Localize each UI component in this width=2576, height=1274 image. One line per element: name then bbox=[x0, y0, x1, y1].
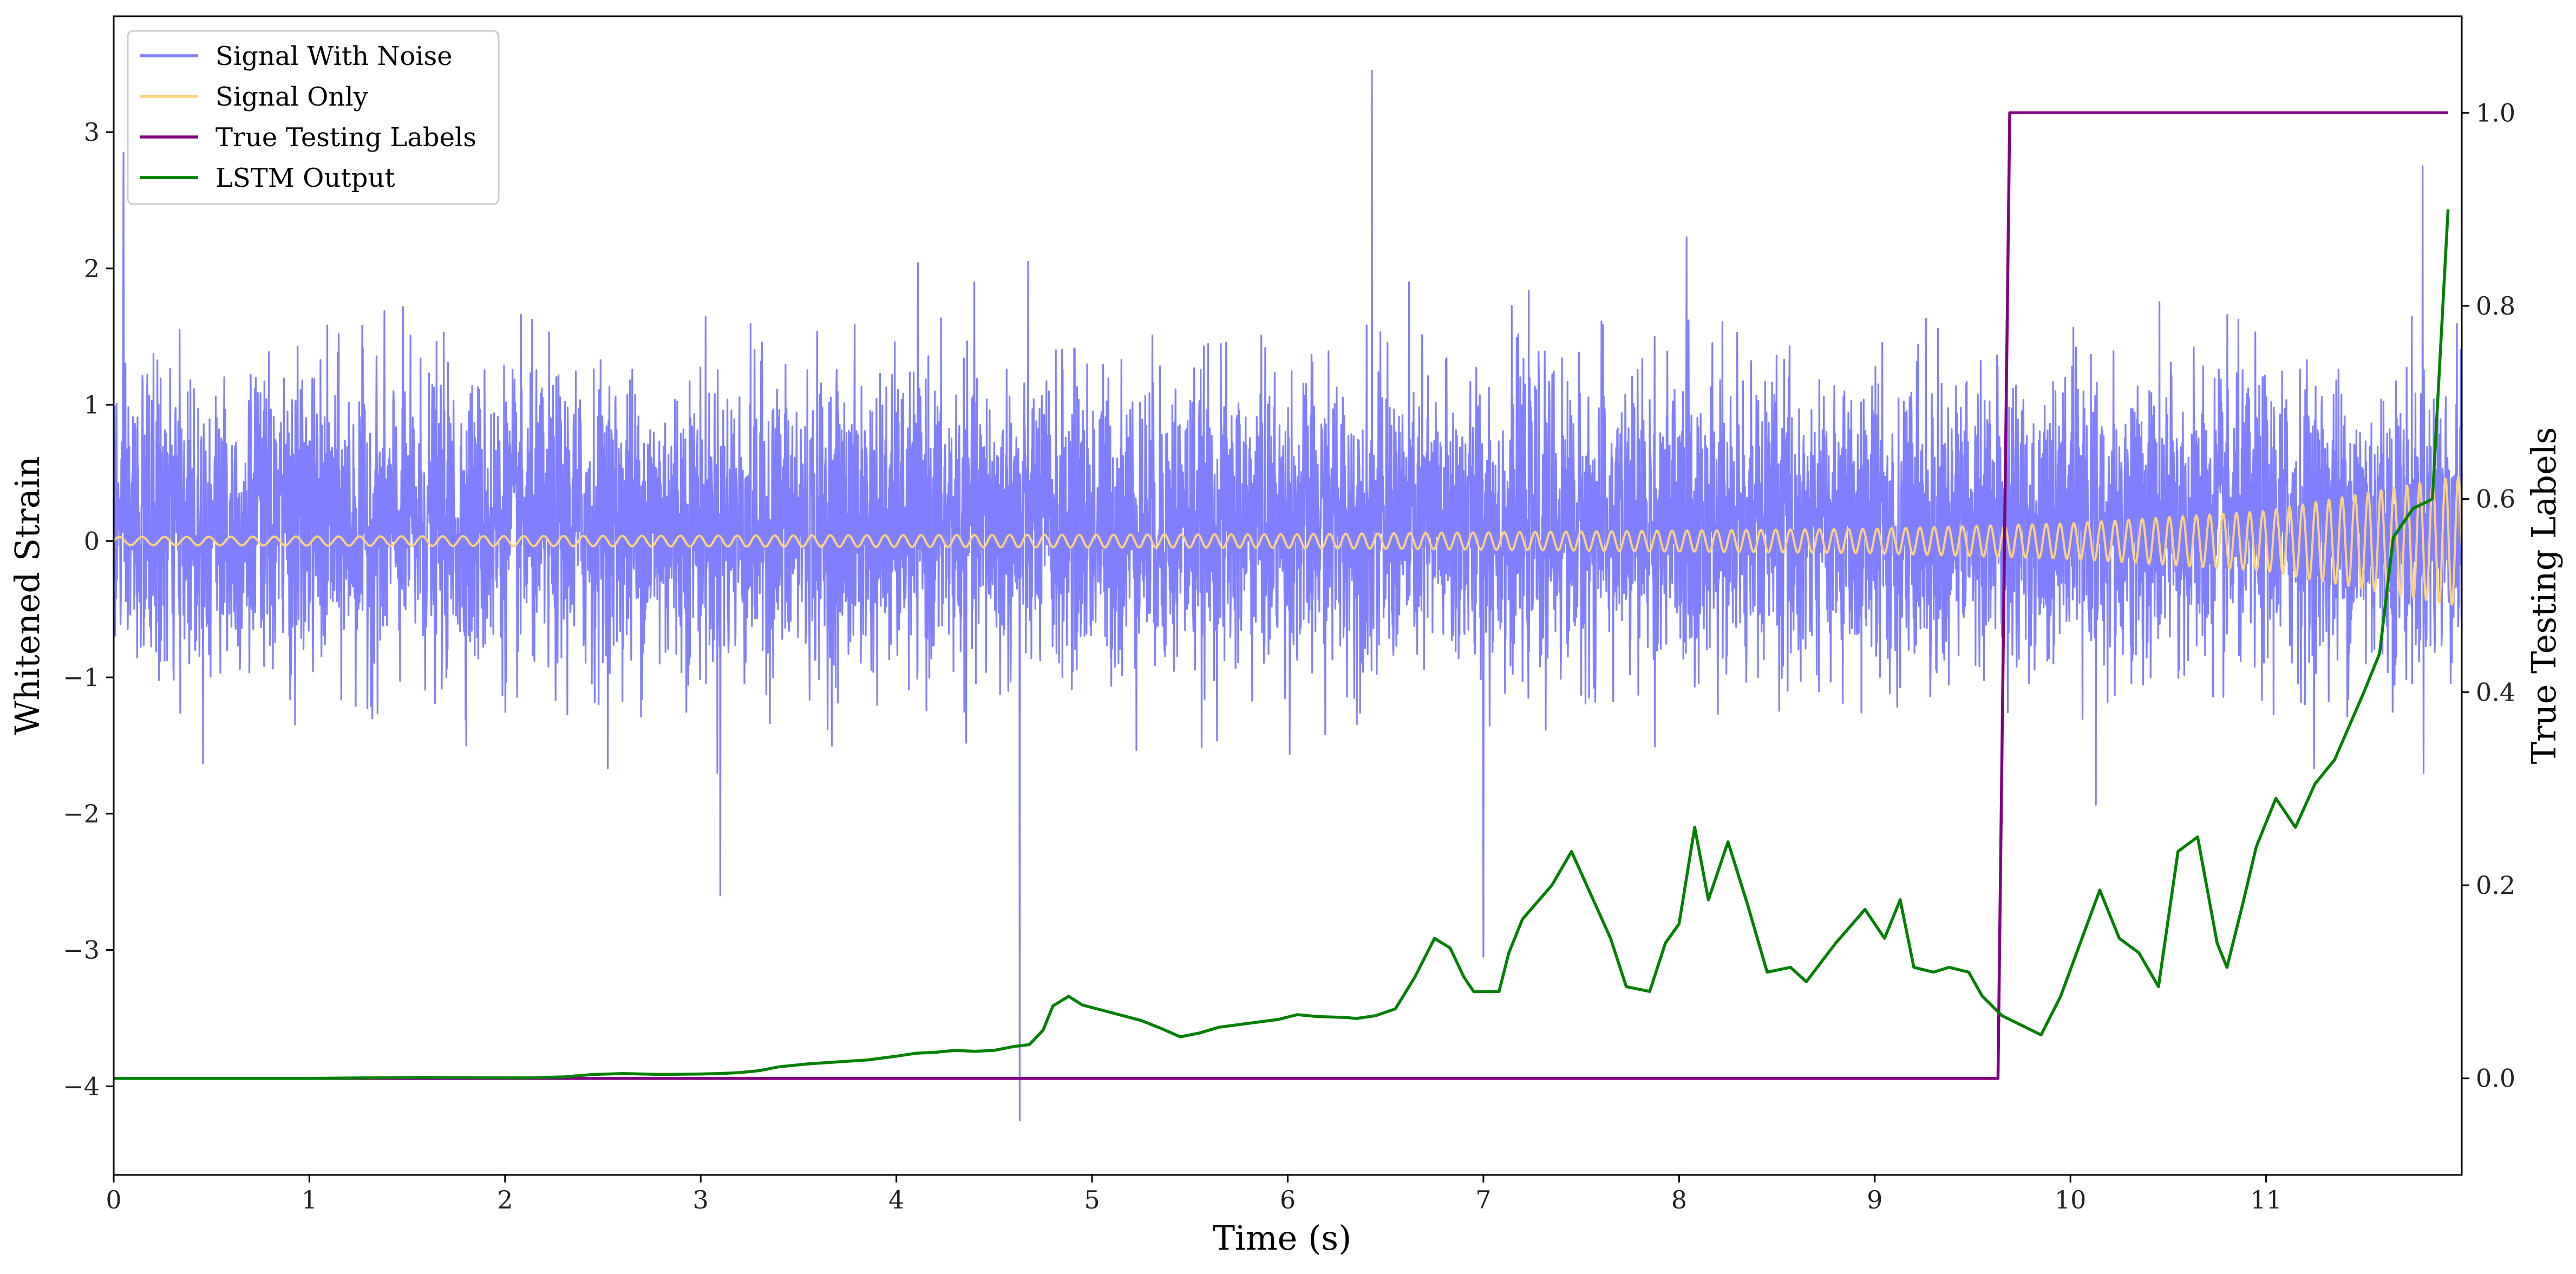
signal-only-series bbox=[114, 475, 2462, 606]
lstm-output-series bbox=[114, 209, 2450, 1080]
x-tick-label: 5 bbox=[1084, 1185, 1100, 1214]
y-axis-title: Whitened Strain bbox=[8, 456, 47, 735]
signal-only-line bbox=[114, 475, 2462, 606]
legend-box bbox=[127, 30, 500, 205]
y-tick-label: −2 bbox=[63, 799, 100, 828]
legend-label: LSTM Output bbox=[215, 163, 395, 193]
y-tick-label: 1 bbox=[84, 390, 100, 420]
signal-with-noise-line bbox=[114, 70, 2462, 1121]
y-tick-label: 0 bbox=[84, 526, 100, 556]
x-tick-label: 1 bbox=[302, 1185, 317, 1214]
y2-tick-label: 0.4 bbox=[2476, 677, 2515, 707]
y2-tick-label: 1.0 bbox=[2476, 98, 2515, 127]
y2-tick-label: 0.6 bbox=[2476, 485, 2515, 514]
legend-label: Signal Only bbox=[215, 82, 368, 112]
true-testing-labels-series bbox=[114, 111, 2448, 1080]
y2-tick-label: 0.0 bbox=[2476, 1064, 2515, 1093]
y-tick-label: −3 bbox=[63, 936, 100, 965]
x-tick-label: 7 bbox=[1475, 1185, 1491, 1214]
x-tick-label: 6 bbox=[1280, 1185, 1296, 1214]
y-tick-label: −4 bbox=[63, 1072, 100, 1101]
y-tick-label: 2 bbox=[84, 254, 100, 283]
y-tick-label: 3 bbox=[84, 117, 100, 147]
x-axis: 0 1 2 3 4 5 6 7 8 9 10 11 bbox=[106, 1175, 2282, 1214]
x-tick-label: 9 bbox=[1867, 1185, 1882, 1214]
x-tick-label: 2 bbox=[497, 1185, 513, 1214]
y2-tick-label: 0.2 bbox=[2476, 871, 2515, 900]
signal-with-noise-series bbox=[114, 70, 2462, 1121]
y-tick-label: −1 bbox=[63, 663, 100, 692]
true-testing-labels-line bbox=[114, 111, 2448, 1080]
lstm-output-line bbox=[114, 209, 2450, 1080]
y2-tick-label: 0.8 bbox=[2476, 291, 2515, 321]
y-axis-left: −4 −3 −2 −1 0 1 2 3 bbox=[63, 117, 114, 1101]
x-tick-label: 10 bbox=[2055, 1185, 2087, 1214]
x-tick-label: 4 bbox=[888, 1185, 904, 1214]
x-axis-title: Time (s) bbox=[1213, 1218, 1352, 1258]
y2-axis-title: True Testing Labels bbox=[2524, 427, 2564, 765]
x-tick-label: 3 bbox=[693, 1185, 709, 1214]
legend-label: True Testing Labels bbox=[215, 122, 476, 153]
legend: Signal With Noise Signal Only True Testing… bbox=[127, 30, 500, 205]
y-axis-right: 0.0 0.2 0.4 0.6 0.8 1.0 bbox=[2462, 98, 2515, 1093]
x-tick-label: 0 bbox=[106, 1185, 121, 1214]
legend-label: Signal With Noise bbox=[215, 41, 453, 71]
x-tick-label: 8 bbox=[1671, 1185, 1687, 1214]
x-tick-label: 11 bbox=[2250, 1185, 2282, 1214]
